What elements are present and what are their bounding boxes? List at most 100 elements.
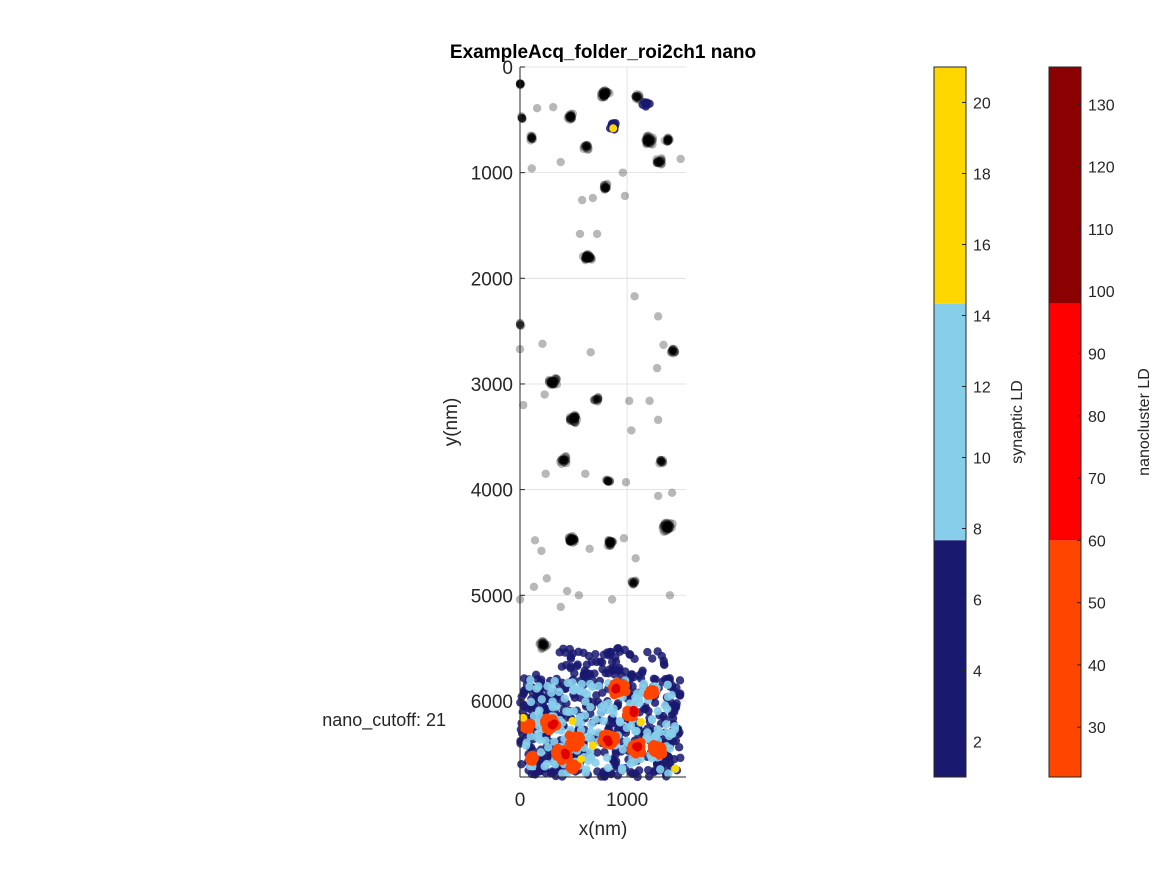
synaptic-point (627, 670, 636, 680)
black-point (664, 136, 673, 145)
black-point (569, 534, 579, 544)
black-point (648, 133, 658, 143)
black-point (661, 523, 671, 532)
black-point (602, 87, 611, 96)
black-point (565, 413, 575, 422)
black-point (631, 92, 640, 101)
black-point (577, 195, 587, 205)
colorbar-tick-label: 70 (1088, 471, 1106, 488)
black-point (653, 415, 663, 425)
black-point (660, 520, 670, 530)
black-point (670, 345, 679, 354)
black-point (657, 155, 666, 164)
black-point (592, 229, 602, 239)
synaptic-point (643, 647, 652, 657)
black-point (599, 89, 609, 98)
black-point (601, 90, 611, 100)
black-point (643, 136, 652, 146)
black-point (540, 641, 550, 650)
black-point (604, 477, 613, 486)
black-point (569, 417, 578, 427)
synaptic-point (649, 674, 659, 684)
nano-cutoff-annotation: nano_cutoff: 21 (322, 710, 446, 731)
black-point (582, 252, 591, 261)
black-point (607, 537, 616, 546)
black-point (561, 452, 570, 461)
synaptic-point (541, 736, 550, 745)
synaptic-point (586, 702, 595, 712)
black-point (590, 396, 599, 405)
black-point (598, 88, 607, 97)
black-point (581, 255, 590, 265)
black-point (601, 183, 611, 193)
black-point (582, 251, 592, 260)
black-point (670, 347, 680, 356)
synaptic-point (582, 690, 592, 699)
black-point (660, 520, 669, 529)
black-point (517, 321, 526, 330)
black-point (570, 413, 579, 423)
nanocluster-point (648, 688, 658, 699)
black-point (601, 184, 611, 193)
black-point (661, 526, 670, 536)
black-point (567, 111, 576, 121)
black-point (565, 112, 575, 121)
black-point (532, 104, 542, 113)
synaptic-point (581, 697, 590, 706)
black-point (642, 138, 652, 147)
black-point (654, 158, 663, 167)
y-tick-label: 0 (502, 58, 513, 79)
black-point (600, 91, 610, 100)
black-point (519, 400, 528, 410)
y-tick-label: 3000 (471, 375, 513, 396)
black-point (567, 113, 577, 122)
synaptic-point (647, 715, 657, 725)
black-point (600, 89, 610, 99)
synaptic-ld-colorbar: 2 4 6 8 10 12 14 16 18 20 synaptic LD (933, 66, 1026, 778)
black-point (666, 347, 676, 357)
black-point (581, 252, 591, 261)
black-point (665, 523, 674, 533)
black-point (602, 88, 611, 97)
synaptic-point (644, 706, 653, 716)
colorbar-tick-label: 4 (973, 664, 982, 681)
black-point (582, 251, 591, 260)
plot-axes: 0 1000 2000 3000 4000 5000 6000 0 1000 (471, 58, 686, 811)
black-point (544, 375, 554, 385)
black-point (559, 455, 568, 465)
black-point (668, 346, 677, 356)
black-point (656, 457, 666, 467)
black-point (565, 537, 575, 546)
black-point (580, 142, 590, 151)
black-point (648, 135, 657, 144)
black-point (645, 136, 654, 145)
black-point (631, 91, 640, 101)
black-point (583, 145, 592, 154)
black-point (663, 524, 673, 533)
black-point (598, 89, 608, 98)
black-point (547, 379, 556, 388)
synaptic-point (599, 700, 609, 710)
black-point (517, 111, 526, 121)
nanocluster-point (633, 743, 642, 752)
black-point (603, 476, 612, 485)
synaptic-point (568, 685, 578, 695)
black-point (599, 90, 608, 100)
black-point (536, 638, 545, 648)
synaptic-point (631, 693, 640, 702)
black-point (659, 340, 668, 350)
black-point (562, 455, 571, 464)
black-point (656, 156, 665, 166)
synaptic-point (517, 692, 526, 701)
black-point (558, 455, 567, 465)
black-point (654, 159, 664, 168)
black-point (643, 134, 652, 143)
black-point (538, 641, 548, 650)
black-point (549, 377, 558, 386)
black-point (581, 141, 591, 151)
black-point (556, 602, 565, 612)
black-point (652, 158, 662, 168)
synaptic-point (638, 100, 647, 109)
black-point (567, 532, 576, 541)
black-point (665, 591, 675, 600)
